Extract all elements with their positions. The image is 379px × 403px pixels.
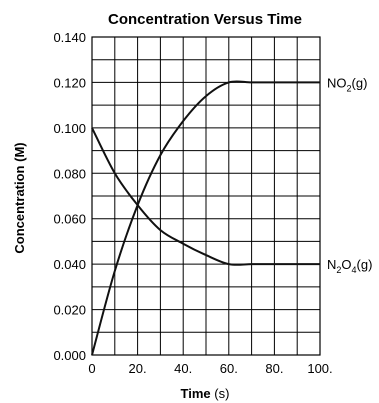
y-tick-label: 0.020 [53,303,86,318]
x-axis-label: Time (s) [181,386,230,401]
x-tick-label: 0 [88,361,95,376]
axis-ticks: 0.000 0.020 0.040 0.060 0.080 0.100 0.120 0.140… [53,30,332,376]
y-axis-label: Concentration (M) [12,142,27,253]
series-line-0 [91,80,320,356]
plot-frame [91,36,321,356]
series-lines [91,80,320,356]
chart-title: Concentration Versus Time [108,11,302,28]
series-label-0: NO2(g) [327,75,367,93]
y-tick-label: 0.120 [53,75,86,90]
grid [91,36,321,356]
series-label-1: N2O4(g) [327,257,372,275]
x-tick-label: 20. [129,361,147,376]
y-tick-label: 0.000 [53,348,86,363]
y-tick-label: 0.080 [53,166,86,181]
x-tick-label: 100. [307,361,332,376]
series-line-1 [91,127,320,266]
y-tick-label: 0.100 [53,121,86,136]
y-tick-label: 0.040 [53,257,86,272]
y-tick-label: 0.060 [53,212,86,227]
x-axis-label-unit: (s) [211,386,230,401]
y-tick-label: 0.140 [53,30,86,45]
x-tick-label: 80. [265,361,283,376]
series-labels: NO2(g) N2O4(g) [327,75,372,275]
x-tick-label: 60. [220,361,238,376]
x-tick-label: 40. [174,361,192,376]
x-axis-label-main: Time [181,386,211,401]
